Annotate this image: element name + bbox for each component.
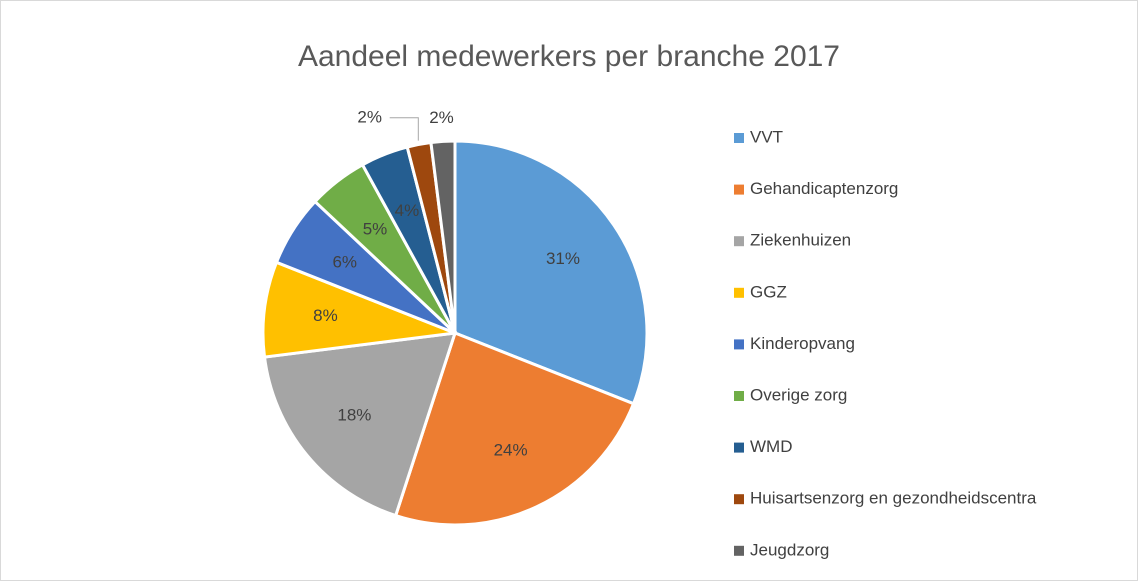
data-label: 6% [332,253,357,272]
data-label: 2% [429,108,454,127]
legend-swatch [734,339,744,350]
leader-line [389,117,419,141]
data-label: 18% [337,406,371,425]
data-label: 8% [313,306,338,325]
legend-swatch [734,287,744,298]
legend-label: VVT [750,127,783,146]
legend-swatch [734,184,744,195]
pie-slice [262,331,458,518]
pie-slice [453,139,649,406]
legend-swatch [734,442,744,453]
legend-label: WMD [750,437,792,456]
legend-label: Jeugdzorg [750,540,829,559]
legend-label: Kinderopvang [750,334,855,353]
legend-label: Gehandicaptenzorg [750,179,898,198]
legend-label: Overige zorg [750,385,847,404]
legend-label: Ziekenhuizen [750,231,851,250]
legend-swatch [734,391,744,401]
pie-slice [261,260,456,359]
data-label: 24% [494,441,528,460]
chart-title: Aandeel medewerkers per branche 2017 [298,40,840,73]
legend-swatch [734,545,744,556]
pie-slice [393,331,636,527]
legend-label: GGZ [750,282,787,301]
legend-swatch [734,236,744,247]
legend-label: Huisartsenzorg en gezondheidscentra [750,489,1037,508]
data-label: 2% [357,107,382,126]
data-label: 5% [363,219,388,238]
legend-swatch [734,494,744,505]
data-label: 31% [546,249,580,268]
legend-swatch [734,133,744,143]
pie-slice [429,139,457,334]
data-label: 4% [395,201,420,220]
